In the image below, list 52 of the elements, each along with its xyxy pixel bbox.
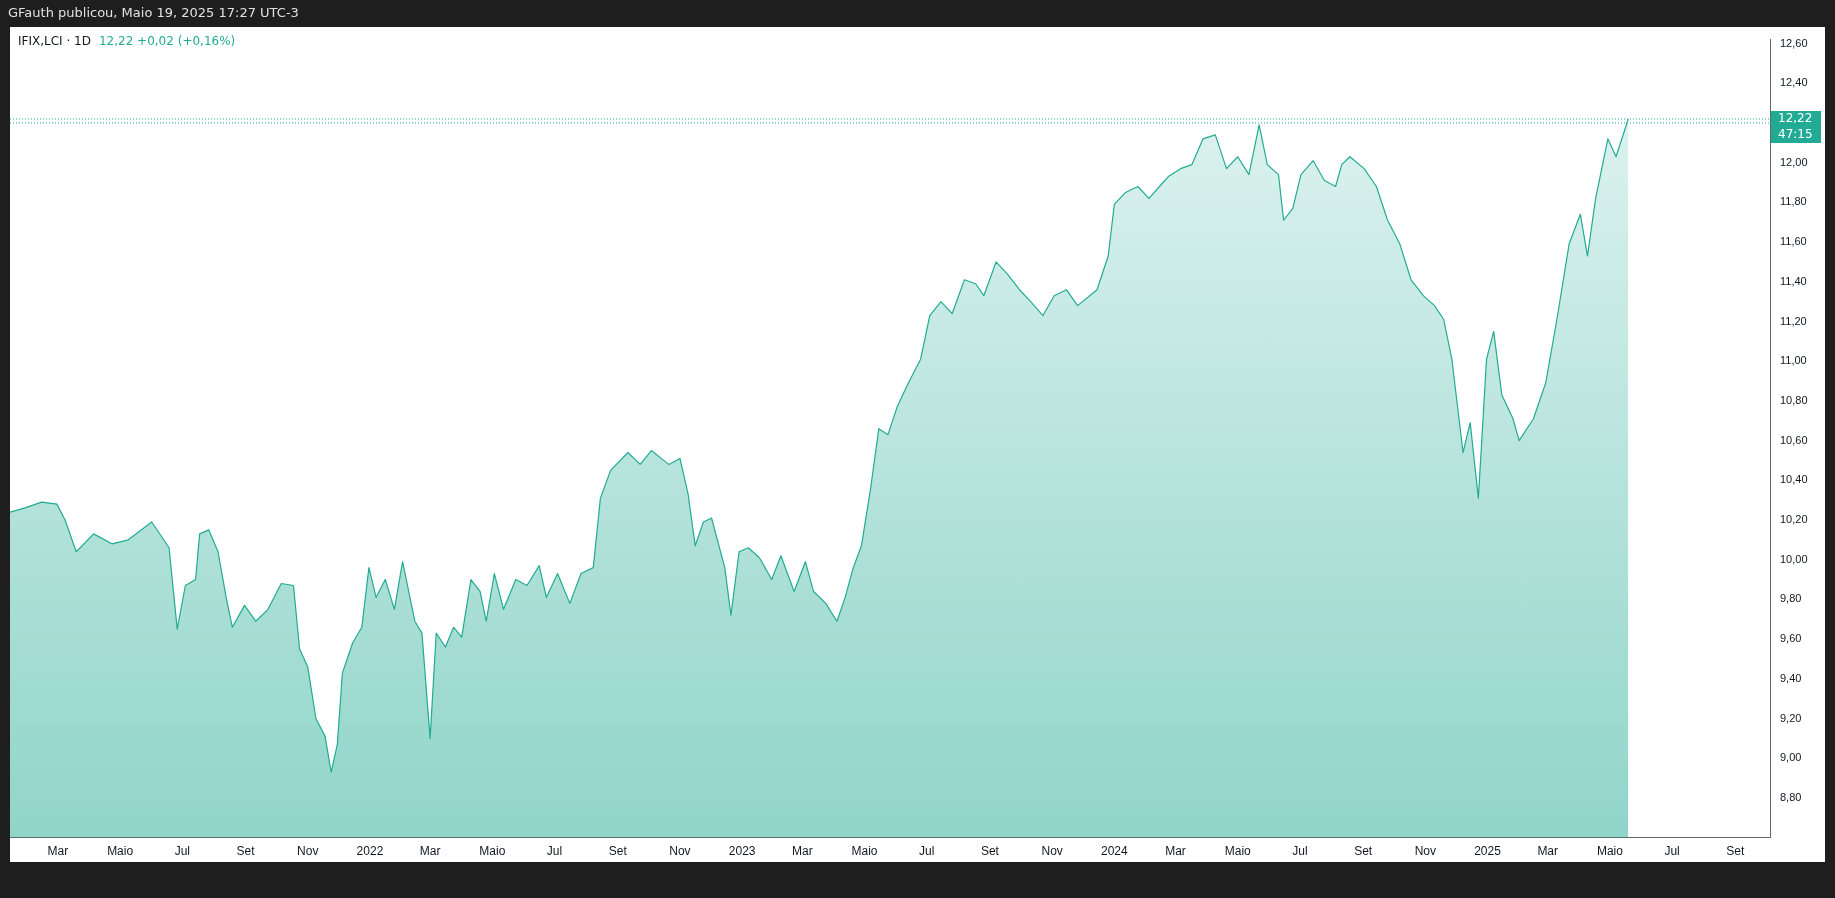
x-tick-label: Maio: [1224, 844, 1252, 859]
x-tick-label: Nov: [1414, 844, 1437, 859]
chart-title: IFIX,LCI · 1D: [18, 34, 91, 48]
text: GFauth publicou, Maio 19, 2025 17:27 UTC-3: [8, 5, 299, 20]
y-tick-label: 11,80: [1780, 195, 1807, 208]
x-tick-label: Jul: [1292, 844, 1308, 859]
x-tick-label: Jul: [919, 844, 935, 859]
y-tick-label: 10,40: [1780, 473, 1808, 486]
y-tick-label: 9,80: [1780, 592, 1802, 605]
x-tick-label: Set: [1726, 844, 1745, 859]
x-tick-label: Nov: [297, 844, 319, 859]
y-tick-label: 10,60: [1780, 433, 1808, 446]
x-tick-label: Set: [608, 844, 628, 859]
x-tick-label: Maio: [1596, 844, 1624, 859]
y-tick-label: 12,40: [1780, 76, 1808, 89]
x-tick-label: Mar: [1537, 844, 1559, 859]
x-tick-label: Nov: [669, 844, 691, 859]
x-tick-label: Mar: [1165, 844, 1186, 859]
x-tick-label: Mar: [47, 844, 69, 859]
ref-line-label: 12,22: [1778, 111, 1813, 126]
y-tick-label: 12,60: [1780, 36, 1808, 49]
y-tick-label: 10,80: [1780, 393, 1808, 406]
y-tick-label: 12,00: [1780, 155, 1808, 168]
x-tick-label: Set: [1354, 844, 1373, 859]
x-tick-label: Maio: [479, 844, 506, 859]
chart-subtitle: 12,22 +0,02 (+0,16%): [98, 34, 236, 48]
x-tick-label: Mar: [419, 844, 441, 859]
y-tick-label: 11,20: [1780, 314, 1807, 327]
y-tick-label: 8,80: [1780, 790, 1802, 803]
y-tick-label: 11,00: [1780, 354, 1807, 367]
y-tick-label: 9,20: [1780, 711, 1802, 724]
x-tick-label: Maio: [851, 844, 878, 859]
y-tick-label: 11,60: [1780, 235, 1807, 248]
x-tick-label: 2025: [1474, 844, 1502, 859]
x-tick-label: Set: [236, 844, 256, 859]
x-tick-label: Set: [980, 844, 1000, 859]
x-tick-label: Mar: [791, 844, 813, 859]
x-tick-label: Jul: [174, 844, 190, 859]
x-tick-label: Jul: [1664, 844, 1680, 859]
x-tick-label: Jul: [546, 844, 563, 859]
x-tick-label: 2023: [728, 844, 756, 859]
y-tick-label: 10,00: [1780, 552, 1808, 565]
y-tick-label: 11,40: [1780, 274, 1807, 287]
y-tick-label: 9,60: [1780, 632, 1802, 645]
x-tick-label: 2022: [356, 844, 384, 859]
x-tick-label: 2024: [1100, 844, 1128, 859]
y-tick-label: 9,00: [1780, 751, 1802, 764]
text: 47:15: [1778, 127, 1813, 142]
y-tick-label: 9,40: [1780, 671, 1802, 684]
x-tick-label: Maio: [107, 844, 134, 859]
y-tick-label: 10,20: [1780, 513, 1808, 526]
x-tick-label: Nov: [1041, 844, 1063, 859]
